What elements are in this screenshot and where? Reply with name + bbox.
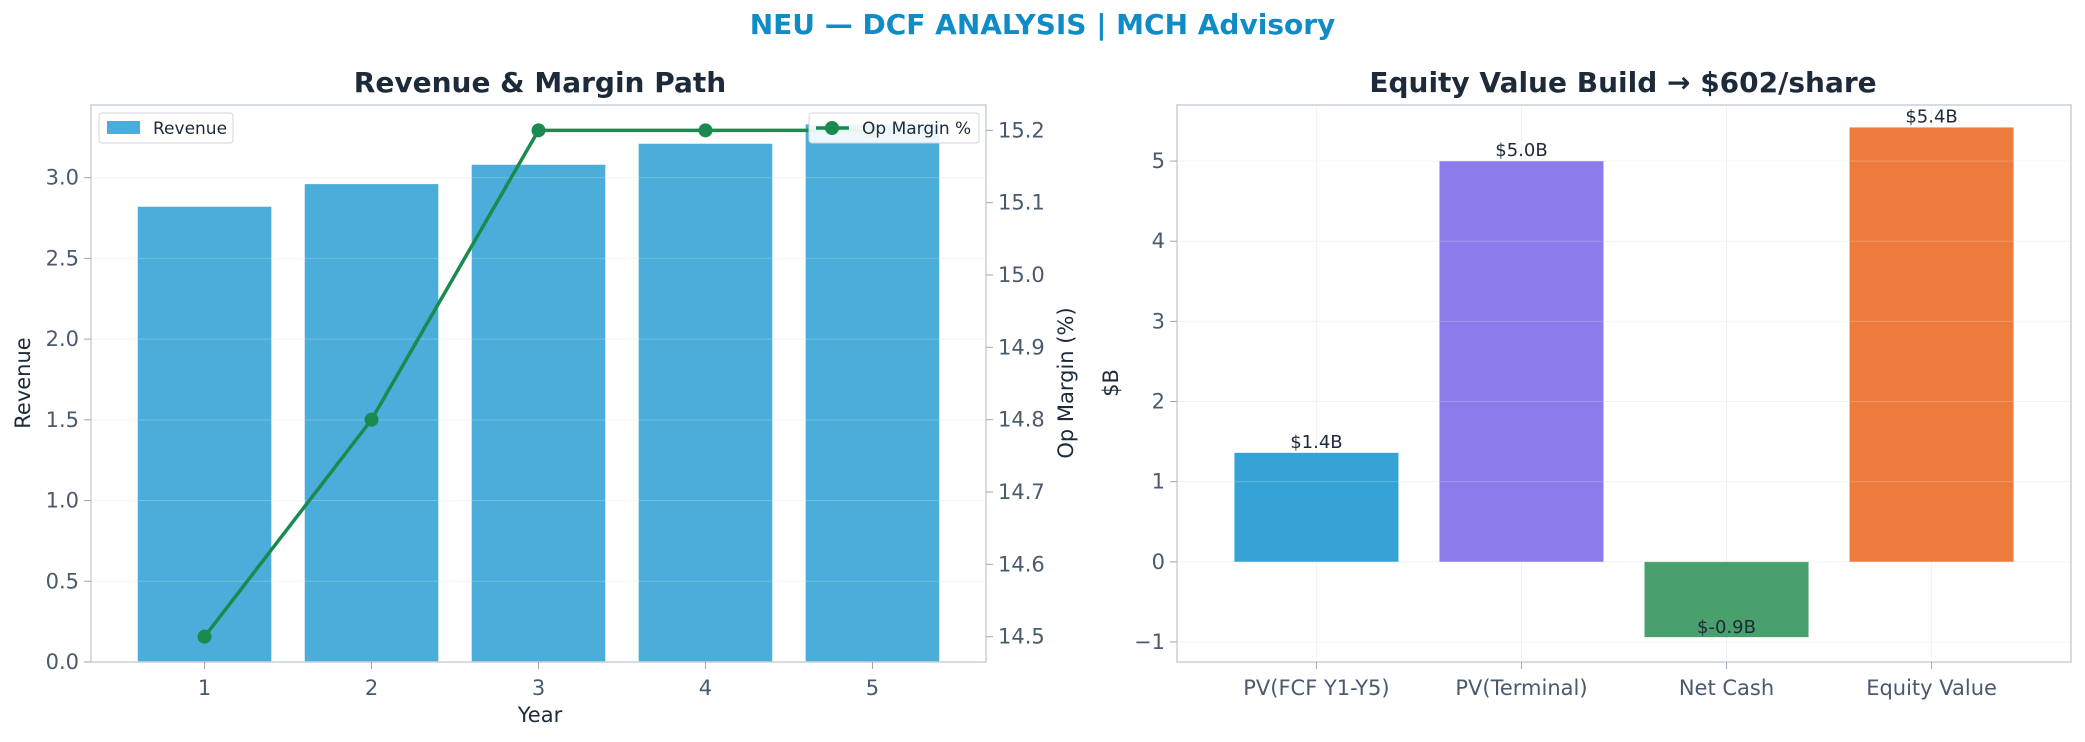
- left-y2-tick-label: 15.0: [998, 263, 1045, 287]
- op-margin-point-4: [698, 123, 713, 138]
- equity-value-labels: $1.4B $5.0B $-0.9B $5.4B: [1290, 106, 1958, 638]
- right-y-tick-label: 2: [1152, 390, 1165, 414]
- revenue-bar-1: [137, 206, 272, 662]
- equity-build-panel: Equity Value Build → $602/share PV(FCF Y…: [1099, 66, 2072, 700]
- equity-value-label: $5.4B: [1905, 106, 1957, 127]
- equity-value-label: $5.0B: [1495, 140, 1547, 161]
- right-x-tick-label: Equity Value: [1866, 676, 1997, 700]
- op-margin-legend-marker: [825, 121, 839, 135]
- op-margin-point-2: [364, 412, 379, 427]
- equity-bars: [1177, 127, 2071, 643]
- right-x-tick-label: Net Cash: [1679, 676, 1774, 700]
- left-y-ticks: 0.0 0.5 1.0 1.5 2.0 2.5 3.0: [46, 166, 91, 674]
- left-y2-tick-label: 14.6: [998, 552, 1045, 576]
- left-y-axis-label: Revenue: [11, 337, 35, 428]
- right-y-axis-label: $B: [1099, 369, 1123, 397]
- right-x-tick-label: PV(FCF Y1-Y5): [1243, 676, 1389, 700]
- right-y-tick-label: 5: [1152, 149, 1165, 173]
- left-x-tick-label: 4: [699, 676, 712, 700]
- revenue-legend-label: Revenue: [153, 119, 227, 139]
- right-y-tick-label: 3: [1152, 309, 1165, 333]
- right-panel-title: Equity Value Build → $602/share: [1369, 66, 1876, 99]
- left-y2-tick-label: 14.8: [998, 408, 1045, 432]
- equity-value-label: $1.4B: [1290, 432, 1342, 453]
- equity-bar-1: [1439, 161, 1604, 562]
- op-margin-legend-label: Op Margin %: [862, 119, 971, 139]
- left-y2-tick-label: 15.2: [998, 118, 1045, 142]
- equity-bar-3: [1849, 127, 2014, 562]
- right-y-tick-label: −1: [1134, 630, 1165, 654]
- right-y-tick-label: 4: [1152, 229, 1165, 253]
- left-y2-tick-label: 14.7: [998, 480, 1045, 504]
- left-y-tick-label: 2.5: [46, 246, 79, 270]
- right-x-ticks: PV(FCF Y1-Y5) PV(Terminal) Net Cash Equity …: [1243, 662, 1997, 700]
- revenue-legend: Revenue: [98, 112, 234, 144]
- left-y-tick-label: 2.0: [46, 327, 79, 351]
- left-y-tick-label: 0.0: [46, 650, 79, 674]
- revenue-bar-5: [805, 124, 940, 663]
- revenue-margin-panel: Revenue & Margin Path 1 2 3 4 5 0.0 0.5 1.0 1.5…: [11, 66, 1078, 727]
- right-y-ticks: −1 0 1 2 3 4 5: [1134, 149, 1177, 654]
- revenue-bar-3: [471, 164, 606, 662]
- left-y-tick-label: 3.0: [46, 166, 79, 190]
- left-x-tick-label: 2: [365, 676, 378, 700]
- left-panel-title: Revenue & Margin Path: [354, 66, 726, 99]
- right-plot-frame: [1176, 104, 2072, 663]
- left-y2-axis-label: Op Margin (%): [1054, 307, 1078, 458]
- op-margin-legend: Op Margin %: [808, 112, 980, 144]
- left-x-axis-label: Year: [517, 703, 563, 727]
- left-y2-ticks: 14.5 14.6 14.7 14.8 14.9 15.0 15.1 15.2: [986, 118, 1045, 649]
- op-margin-point-1: [197, 629, 212, 644]
- left-x-tick-label: 5: [866, 676, 879, 700]
- left-x-tick-label: 3: [532, 676, 545, 700]
- left-y2-tick-label: 14.9: [998, 335, 1045, 359]
- revenue-bar-4: [638, 143, 773, 663]
- right-y-tick-label: 0: [1152, 550, 1165, 574]
- right-y-tick-label: 1: [1152, 470, 1165, 494]
- left-y-tick-label: 1.0: [46, 489, 79, 513]
- left-y-tick-label: 1.5: [46, 408, 79, 432]
- left-y-tick-label: 0.5: [46, 569, 79, 593]
- right-x-tick-label: PV(Terminal): [1455, 676, 1587, 700]
- revenue-legend-swatch: [107, 121, 140, 134]
- left-x-tick-label: 1: [198, 676, 211, 700]
- equity-bar-2: [1644, 561, 1809, 638]
- left-x-ticks: 1 2 3 4 5: [198, 662, 879, 700]
- equity-bar-0: [1234, 452, 1399, 562]
- figure-title: NEU — DCF ANALYSIS | MCH Advisory: [749, 8, 1336, 41]
- left-y2-tick-label: 15.1: [998, 191, 1045, 215]
- left-y2-tick-label: 14.5: [998, 625, 1045, 649]
- revenue-bars: [91, 124, 986, 663]
- op-margin-point-3: [531, 123, 546, 138]
- equity-value-label: $-0.9B: [1697, 617, 1756, 638]
